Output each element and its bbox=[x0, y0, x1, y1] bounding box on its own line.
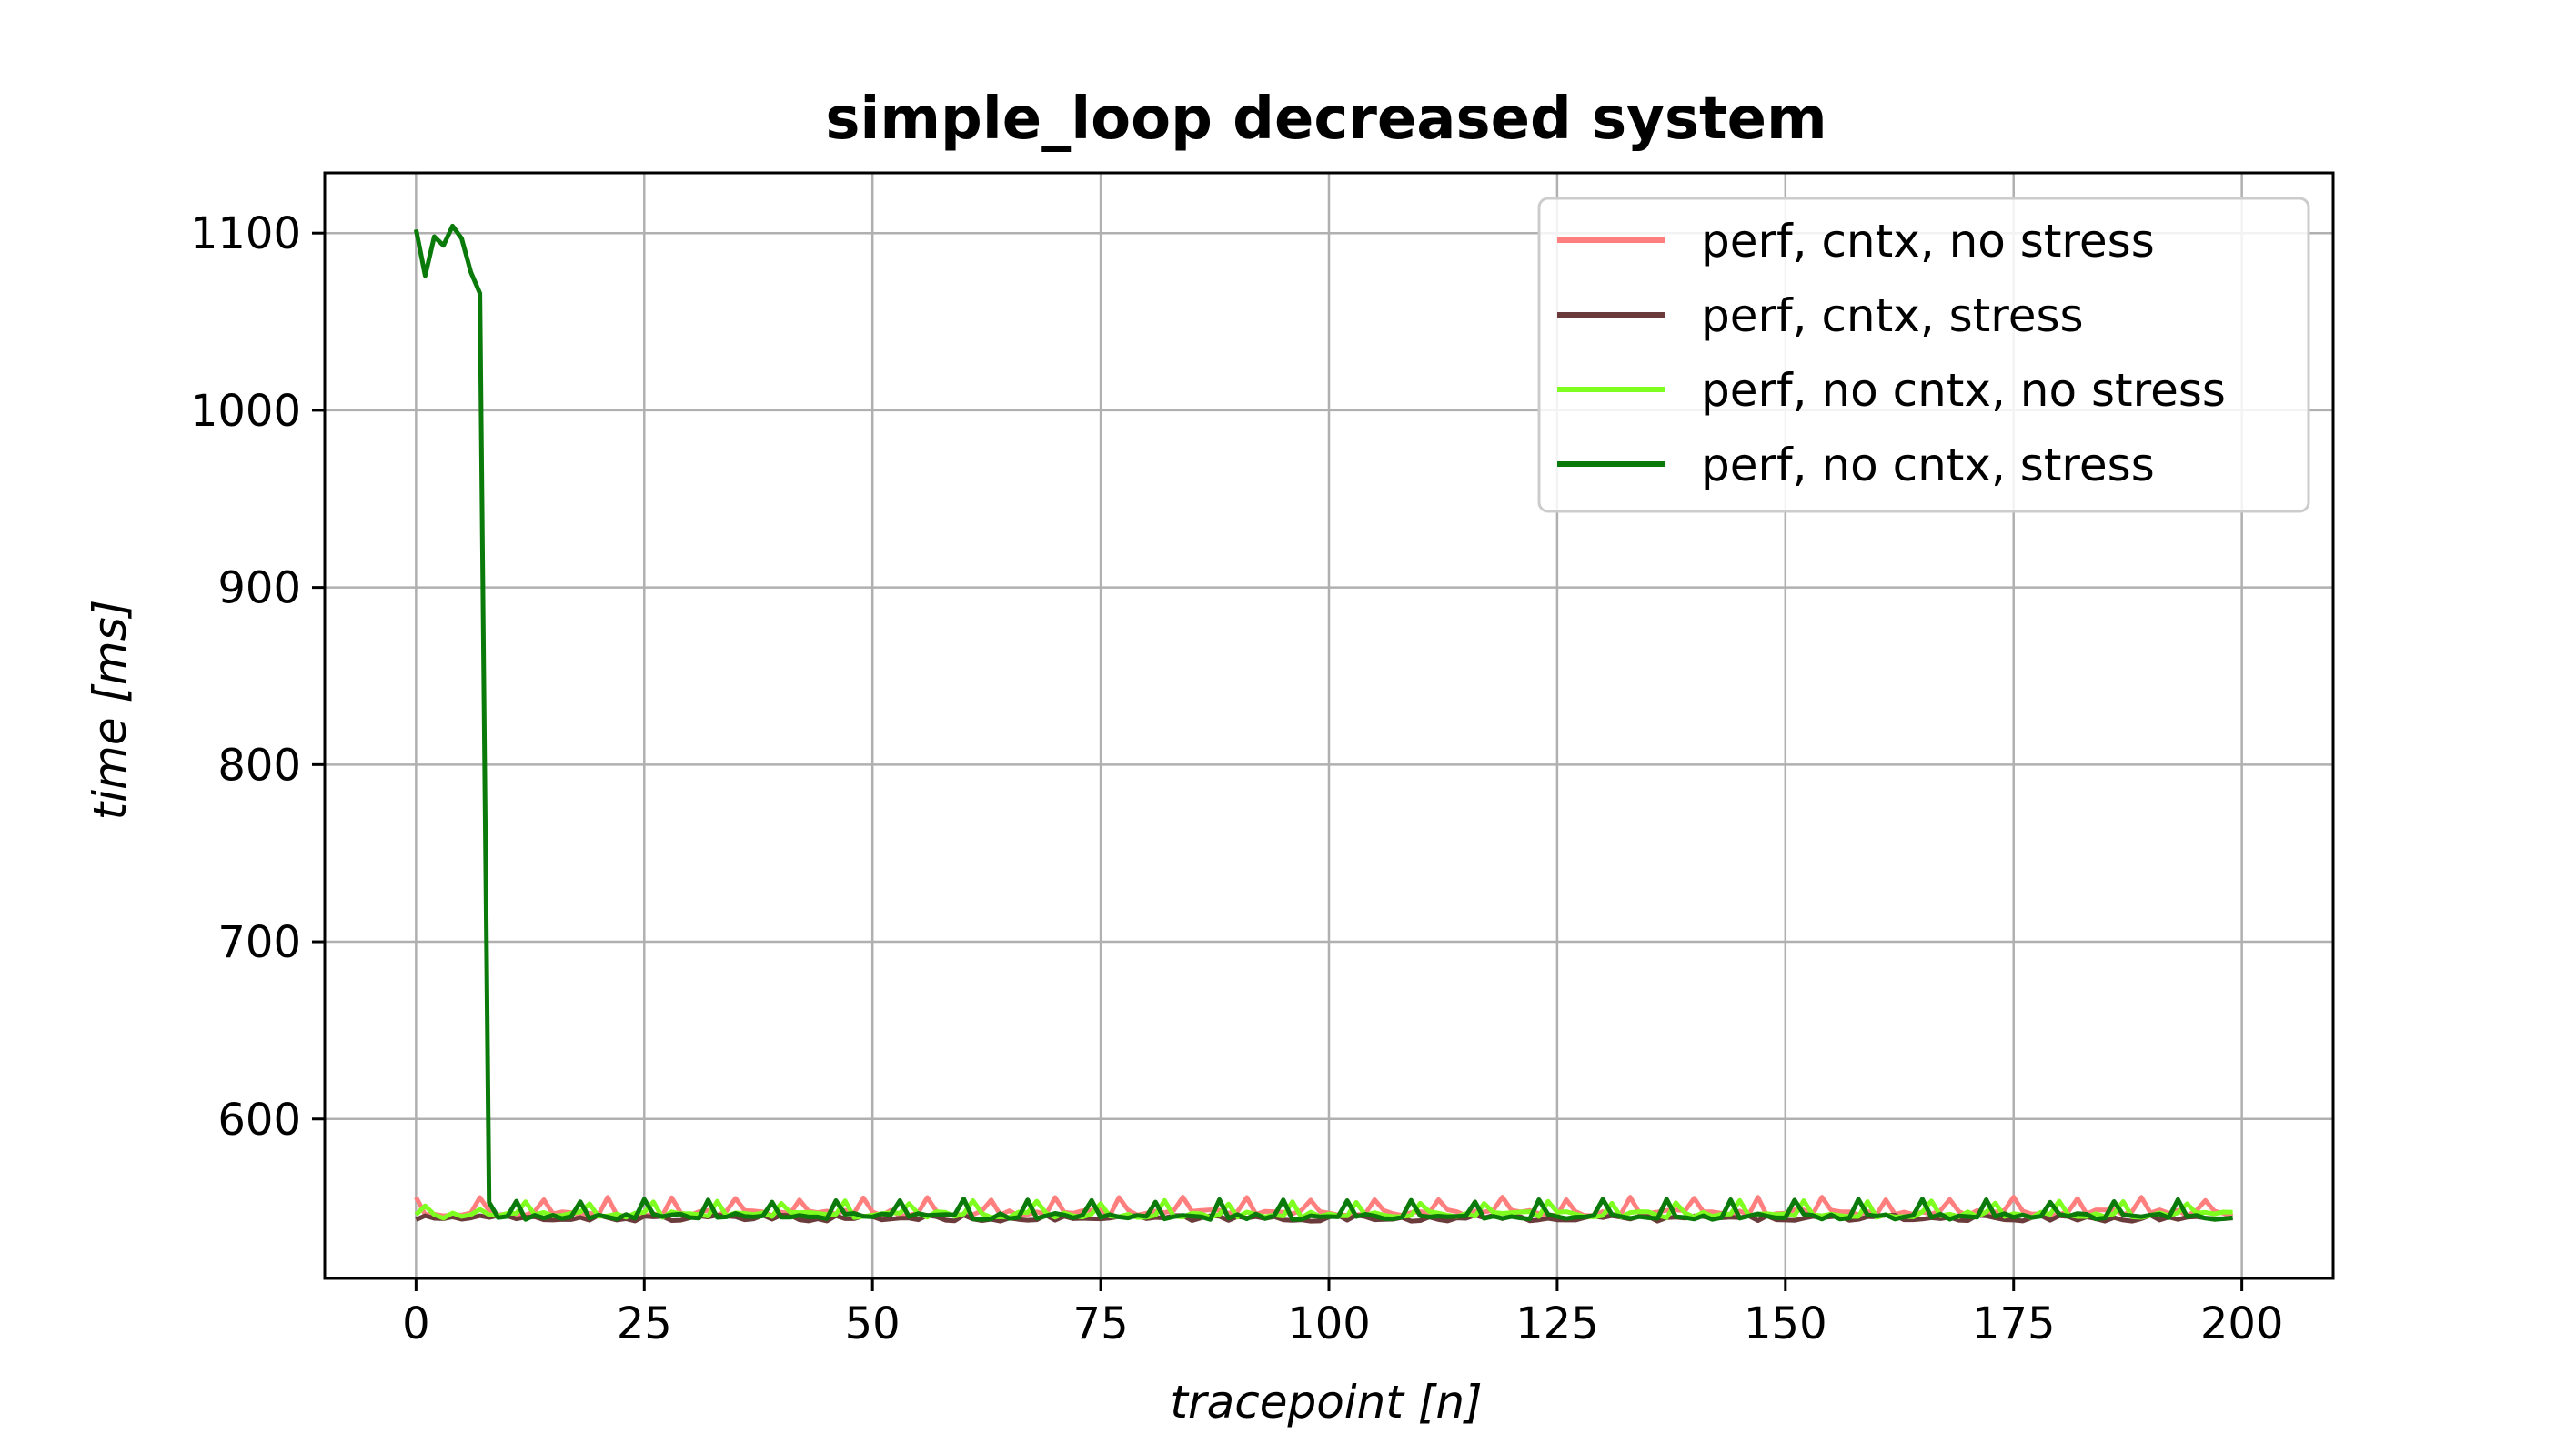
x-tick-label: 75 bbox=[1073, 1298, 1129, 1349]
series-line-4 bbox=[413, 223, 2233, 1222]
x-tick-label: 125 bbox=[1515, 1298, 1599, 1349]
legend-label: perf, cntx, no stress bbox=[1701, 215, 2155, 268]
legend-label: perf, no cntx, no stress bbox=[1701, 364, 2226, 417]
series-lines bbox=[413, 223, 2234, 1224]
chart-title: simple_loop decreased system bbox=[825, 86, 1826, 153]
y-tick-label: 1100 bbox=[190, 208, 301, 259]
legend: perf, cntx, no stress perf, cntx, stress p… bbox=[1537, 197, 2310, 513]
y-tick-label: 600 bbox=[217, 1095, 301, 1146]
x-tick-label: 0 bbox=[402, 1298, 430, 1349]
y-tick-label: 800 bbox=[217, 740, 301, 791]
y-axis-label: time [ms] bbox=[84, 600, 136, 821]
legend-label: perf, no cntx, stress bbox=[1701, 439, 2155, 491]
legend-label: perf, cntx, stress bbox=[1701, 289, 2084, 342]
y-tick-label: 700 bbox=[217, 917, 301, 968]
x-tick-label: 175 bbox=[1972, 1298, 2056, 1349]
axis-ticks: 0 25 50 75 100 125 150 175 200 600 700 800 900 1000 11… bbox=[190, 208, 2284, 1349]
x-tick-label: 150 bbox=[1744, 1298, 1827, 1349]
x-tick-label: 100 bbox=[1287, 1298, 1371, 1349]
y-tick-label: 900 bbox=[217, 563, 301, 614]
x-tick-label: 200 bbox=[2200, 1298, 2284, 1349]
x-axis-label: tracepoint [n] bbox=[1170, 1376, 1482, 1429]
x-tick-label: 50 bbox=[845, 1298, 901, 1349]
y-tick-label: 1000 bbox=[190, 386, 301, 437]
x-tick-label: 25 bbox=[617, 1298, 672, 1349]
legend-box bbox=[1537, 197, 2310, 513]
